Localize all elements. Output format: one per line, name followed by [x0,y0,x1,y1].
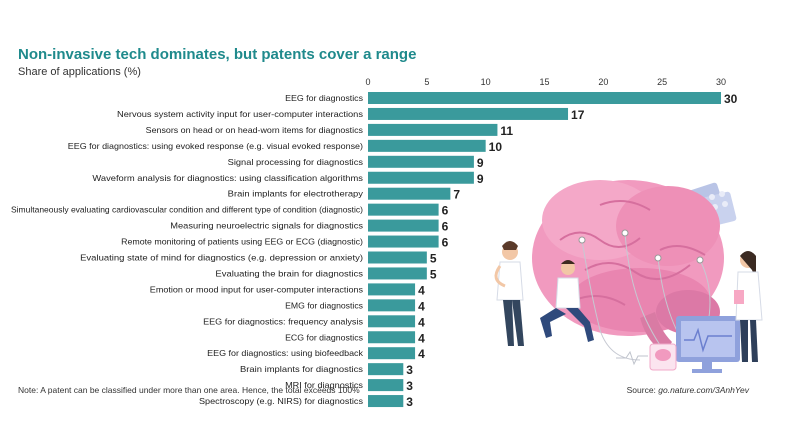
category-label: Measuring neuroelectric signals for diag… [170,222,363,231]
category-label: Waveform analysis for diagnostics: using… [92,174,363,183]
category-label: Spectroscopy (e.g. NIRS) for diagnostics [199,397,363,406]
category-label: Simultaneously evaluating cardiovascular… [11,206,363,215]
category-label: Nervous system activity input for user-c… [117,110,363,119]
bar-value-label: 3 [406,363,413,377]
category-label: Evaluating state of mind for diagnostics… [80,254,363,263]
bar-value-label: 6 [442,236,449,250]
bar-value-label: 4 [418,347,425,361]
bar [368,299,416,312]
bar-value-label: 4 [418,315,425,329]
bar [368,139,486,152]
doctor-kneeling-icon [540,260,594,342]
bar [368,379,404,392]
category-label: Evaluating the brain for diagnostics [215,269,363,278]
bar [368,235,439,248]
category-label: EEG for diagnostics: frequency analysis [203,317,363,326]
x-tick-label: 5 [424,77,429,87]
bar [368,187,451,200]
bar-value-label: 3 [406,379,413,393]
bar-value-label: 9 [477,172,484,186]
category-label: Signal processing for diagnostics [228,158,363,167]
bar-value-label: 4 [418,331,425,345]
bar-value-label: 6 [442,204,449,218]
x-tick-label: 30 [716,77,726,87]
bar [368,363,404,376]
x-tick-label: 10 [481,77,491,87]
bar [368,219,439,232]
brain-card-icon [649,343,677,371]
x-tick-label: 25 [657,77,667,87]
bar [368,395,404,408]
category-label: EEG for diagnostics: using biofeedback [207,349,364,358]
bar-value-label: 4 [418,283,425,297]
category-label: Emotion or mood input for user-computer … [150,285,363,294]
doctor-standing-icon [494,241,524,346]
bar-value-label: 11 [500,124,513,138]
doctor-right-icon [734,251,763,362]
bar-value-label: 6 [442,220,449,234]
bar [368,331,416,344]
bar-value-label: 7 [453,188,460,202]
bar [368,107,569,120]
heartbeat-icon [616,350,648,366]
bar [368,315,416,328]
bar [368,203,439,216]
x-tick-label: 0 [365,77,370,87]
bar-value-label: 30 [724,92,738,106]
bar-value-label: 5 [430,267,437,281]
bar-value-label: 10 [489,140,503,154]
bar [368,92,721,104]
category-label: Brain implants for electrotherapy [228,190,364,199]
source: Source: go.nature.com/3AnhYev [627,385,749,395]
category-label: Remote monitoring of patients using EEG … [121,238,363,247]
bar-value-label: 5 [430,252,437,266]
bar-value-label: 4 [418,299,425,313]
monitor-icon [676,316,740,373]
bar [368,347,416,360]
footnote: Note: A patent can be classified under m… [18,385,360,395]
bar [368,171,474,184]
category-label: ECG for diagnostics [285,333,363,342]
bar-value-label: 3 [406,395,413,409]
source-label: Source: [626,385,659,395]
category-label: Brain implants for diagnostics [240,365,363,374]
bar [368,267,427,280]
x-tick-label: 20 [598,77,608,87]
bar-value-label: 9 [477,156,484,170]
bar [368,155,474,168]
bar-value-label: 17 [571,108,585,122]
x-tick-label: 15 [539,77,549,87]
category-label: EEG for diagnostics: using evoked respon… [68,142,363,151]
category-label: Sensors on head or on head-worn items fo… [146,126,363,135]
chart-subtitle: Share of applications (%) [18,66,141,78]
bar [368,251,427,264]
bar [368,283,416,296]
category-label: EEG for diagnostics [285,94,363,103]
source-link[interactable]: go.nature.com/3AnhYev [658,385,749,395]
category-label: MRI for diagnostics [285,381,363,390]
bar [368,123,498,136]
category-label: EMG for diagnostics [285,301,363,310]
chart-title: Non-invasive tech dominates, but patents… [18,46,417,63]
